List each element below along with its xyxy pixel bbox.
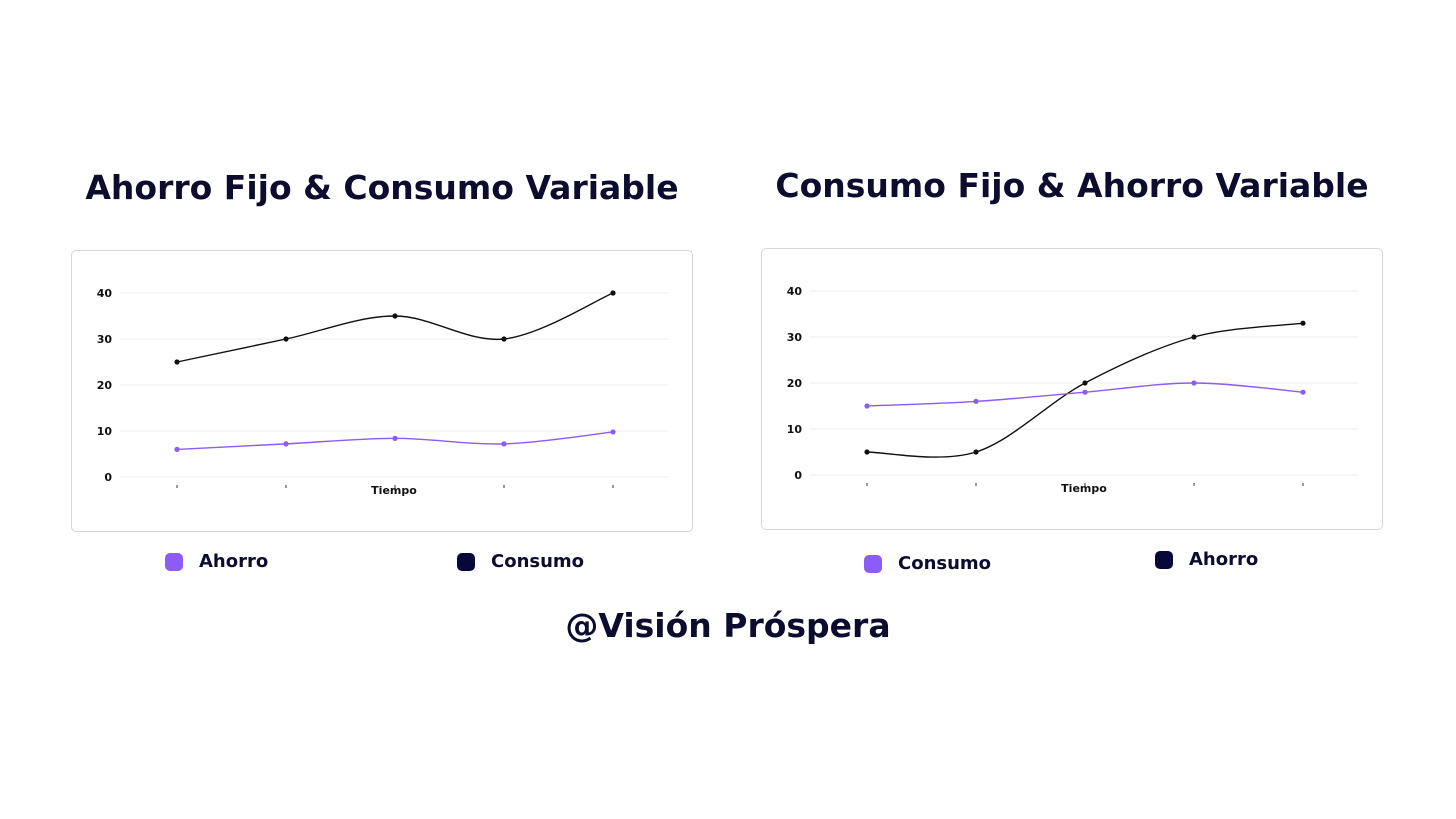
data-point-ahorro [392, 435, 398, 441]
y-tick-label: 20 [787, 377, 803, 390]
legend-label: Ahorro [1189, 549, 1259, 570]
footer-handle: @Visión Próspera [565, 606, 891, 645]
chart-title: Ahorro Fijo & Consumo Variable [85, 168, 679, 207]
legend-label: Ahorro [199, 551, 269, 572]
data-point-consumo [1082, 389, 1088, 395]
legend-swatch [1155, 550, 1173, 569]
chart-title: Consumo Fijo & Ahorro Variable [775, 166, 1369, 205]
data-point-consumo [392, 313, 398, 319]
y-tick-label: 20 [97, 379, 113, 392]
line-chart: 0 10 20 30 40 Tiempo [787, 285, 1358, 495]
y-tick-label: 0 [104, 471, 112, 484]
legend-swatch [864, 554, 882, 573]
y-tick-label: 40 [97, 287, 113, 300]
chart-container: 0 10 20 30 40 Tiempo [71, 250, 693, 532]
legend-item-consumo: Consumo [457, 551, 584, 572]
series-line-consumo [176, 292, 614, 363]
data-point-ahorro [283, 441, 289, 447]
data-point-ahorro [973, 449, 979, 455]
data-point-ahorro [610, 429, 616, 435]
y-tick-label: 0 [794, 469, 802, 482]
y-tick-label: 10 [787, 423, 803, 436]
data-point-ahorro [1082, 380, 1088, 386]
data-point-ahorro [864, 449, 870, 455]
legend-swatch [165, 552, 183, 571]
x-axis-label: Tiempo [371, 484, 417, 497]
legend-label: Consumo [898, 553, 992, 574]
legend-item-consumo: Consumo [864, 553, 991, 574]
data-point-consumo [1191, 380, 1197, 386]
data-point-consumo [973, 398, 979, 404]
legend-swatch [457, 552, 475, 571]
legend-item-ahorro: Ahorro [165, 551, 268, 572]
legend-label: Consumo [491, 551, 585, 572]
data-point-consumo [501, 336, 507, 342]
data-point-consumo [864, 403, 870, 409]
chart-container: 0 10 20 30 40 Tiempo [761, 248, 1383, 530]
x-axis-label: Tiempo [1061, 482, 1107, 495]
data-point-ahorro [1300, 320, 1306, 326]
data-point-ahorro [1191, 334, 1197, 340]
data-point-ahorro [501, 441, 507, 447]
legend-item-ahorro: Ahorro [1155, 549, 1258, 570]
y-tick-label: 30 [97, 333, 113, 346]
data-point-ahorro [174, 446, 180, 452]
data-point-consumo [610, 290, 616, 296]
data-point-consumo [283, 336, 289, 342]
data-point-consumo [174, 359, 180, 365]
y-tick-label: 40 [787, 285, 803, 298]
line-chart: 0 10 20 30 40 Tiempo [97, 287, 668, 497]
data-point-consumo [1300, 389, 1306, 395]
y-tick-label: 30 [787, 331, 803, 344]
y-tick-label: 10 [97, 425, 113, 438]
